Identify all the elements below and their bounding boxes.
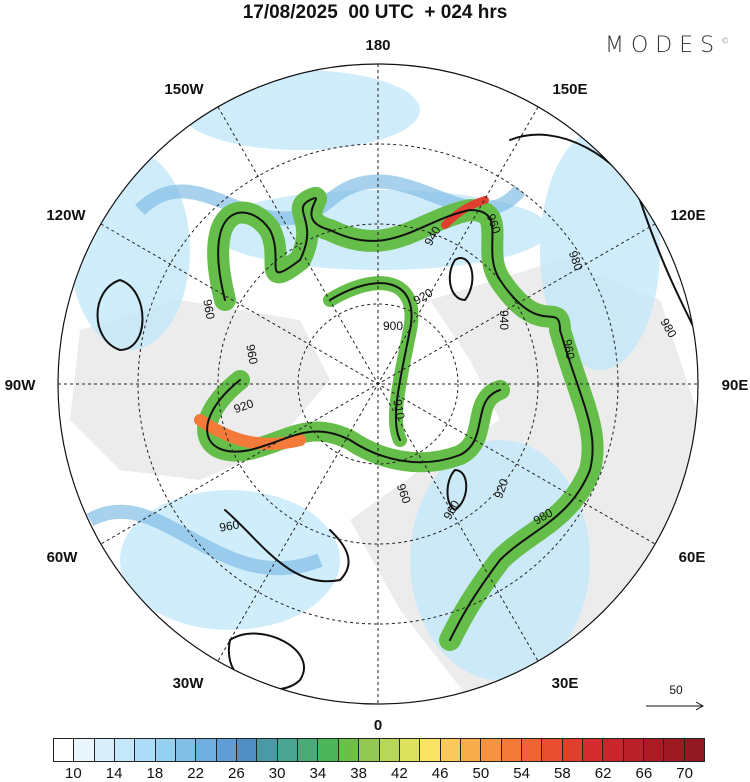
contour-label: 960 [218,517,240,534]
colorbar-label: 70 [676,765,693,782]
colorbar-swatch [257,739,278,761]
colorbar-swatch [582,739,604,761]
contour-label: 940 [497,310,511,330]
logo-text: MODES [605,33,722,58]
contour-label: 960 [200,298,217,320]
colorbar-label: 30 [268,765,286,782]
lon-label-150e: 150E [552,81,587,98]
colorbar-swatch [54,739,75,761]
colorbar-swatch [562,739,583,761]
colorbar-swatch [542,739,563,761]
colorbar-swatch [237,739,258,761]
map-title: 17/08/2025 00 UTC + 024 hrs [242,2,508,23]
colorbar-swatch [684,739,704,761]
lon-label-180: 180 [365,37,390,54]
colorbar-label: 62 [594,765,612,782]
contour-label: 960 [484,212,504,236]
colorbar-swatch [399,739,421,761]
colorbar-label: 14 [105,765,123,782]
colorbar-swatch [135,739,156,761]
colorbar-swatch [379,739,400,761]
lon-label-60w: 60W [47,549,79,566]
colorbar-label: 34 [309,765,327,782]
colorbar-swatch [338,739,360,761]
colorbar-swatch [318,739,339,761]
contour-label: 960 [243,343,260,365]
contour-label: 920 [491,477,511,501]
jet-stream [96,133,698,691]
colorbar-label: 38 [350,765,367,782]
lon-label-120e: 120E [670,207,705,224]
map-field [58,64,698,704]
colorbar-swatch [460,739,482,761]
lon-label-120w: 120W [46,207,86,224]
colorbar-label: 18 [146,765,164,782]
colorbar-swatch [359,739,380,761]
contour-label: 920 [232,396,256,416]
colorbar-swatch [521,739,543,761]
colorbar-swatch [115,739,136,761]
colorbar-label: 58 [554,765,571,782]
contour-label: 910 [390,398,407,420]
colorbar-label: 46 [431,765,449,782]
colorbar-swatch [664,739,685,761]
colorbar-swatch [623,739,644,761]
colorbar-label: 22 [187,765,204,782]
colorbar-swatch [481,739,502,761]
lon-label-150w: 150W [164,81,204,98]
graticule [58,64,698,704]
lon-label-30e: 30E [552,675,579,692]
colorbar [53,738,705,762]
colorbar-labels: 10 14 18 22 26 30 34 38 42 46 50 54 58 62 66 70 [53,765,705,782]
copyright-mark: © [721,36,730,46]
contour-label: 960 [394,482,414,506]
colorbar-swatch [196,739,217,761]
modes-logo: MODES© [605,33,729,58]
colorbar-label: 66 [635,765,653,782]
colorbar-swatch [298,739,319,761]
contour-label: 980 [566,249,586,273]
colorbar-label: 26 [228,765,245,782]
colorbar-swatch [216,739,238,761]
colorbar-label: 42 [391,765,408,782]
lon-label-90e: 90E [722,377,749,394]
lon-label-0: 0 [374,717,382,730]
colorbar-swatch [155,739,177,761]
colorbar-label: 54 [513,765,530,782]
reference-vector-label: 50 [669,683,683,697]
colorbar-swatch [420,739,441,761]
map-boundary [57,63,699,705]
colorbar-label: 10 [65,765,82,782]
colorbar-swatch [501,739,522,761]
lon-label-90w: 90W [5,377,37,394]
colorbar-swatch [94,739,116,761]
colorbar-swatch [74,739,95,761]
colorbar-swatch [176,739,197,761]
contour-label: 960 [560,338,577,360]
contour-label: 900 [383,319,403,333]
colorbar-swatch [643,739,665,761]
lon-label-30w: 30W [173,675,205,692]
lon-label-60e: 60E [679,549,706,566]
colorbar-swatch [277,739,299,761]
colorbar-swatch [603,739,624,761]
colorbar-swatch [440,739,461,761]
colorbar-label: 50 [472,765,490,782]
arrow-right-icon [646,701,705,711]
